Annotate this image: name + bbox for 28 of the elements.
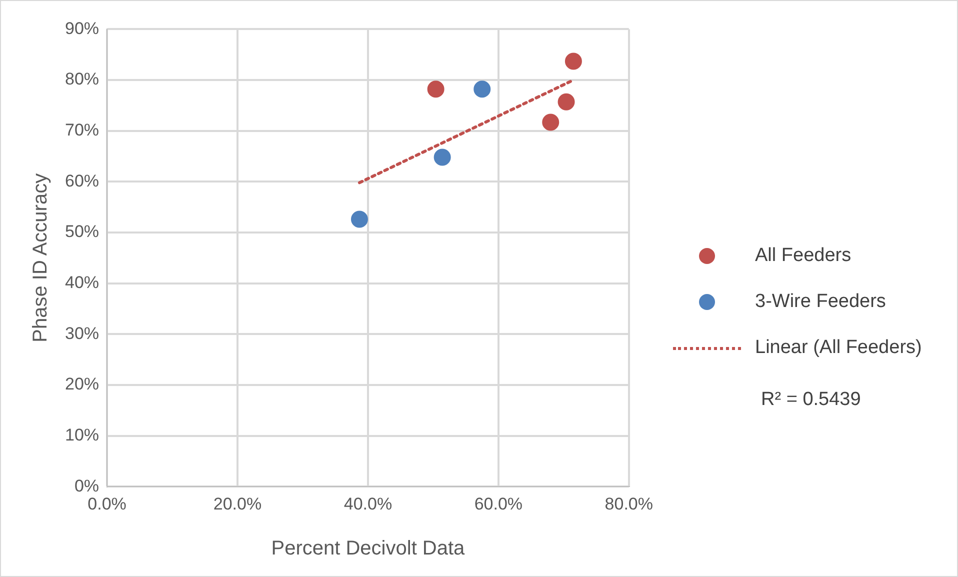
legend-label: All Feeders [755, 245, 852, 267]
x-tick-label: 60.0% [474, 494, 523, 514]
legend-label: 3-Wire Feeders [755, 291, 886, 313]
point [434, 148, 451, 166]
y-tick-label: 0% [74, 476, 100, 496]
x-tick-label: 0.0% [88, 494, 126, 514]
point [542, 114, 560, 131]
y-tick-label: 60% [64, 171, 100, 190]
y-tick-label: 10% [64, 425, 100, 444]
point [564, 52, 582, 70]
y-tick-label: 50% [64, 222, 100, 242]
legend-label: Linear (All Feeders) [755, 337, 922, 359]
y-tick-label: 80% [64, 70, 100, 89]
point [474, 80, 491, 98]
y-tick-label: 20% [64, 374, 100, 394]
text: R² = 0.5439 [760, 389, 862, 411]
point [350, 210, 368, 228]
y-tick-label: 30% [64, 324, 100, 343]
point [427, 80, 444, 98]
x-tick-label: 40.0% [344, 494, 392, 514]
y-axis-title: Phase ID Accuracy [30, 173, 52, 342]
x-axis-title: Percent Decivolt Data [271, 538, 466, 560]
x-tick-label: 80.0% [604, 494, 653, 514]
y-tick-label: 90% [64, 18, 100, 38]
point [558, 93, 575, 110]
y-tick-label: 70% [64, 120, 100, 140]
y-tick-label: 40% [64, 273, 100, 292]
x-tick-label: 20.0% [213, 494, 262, 514]
